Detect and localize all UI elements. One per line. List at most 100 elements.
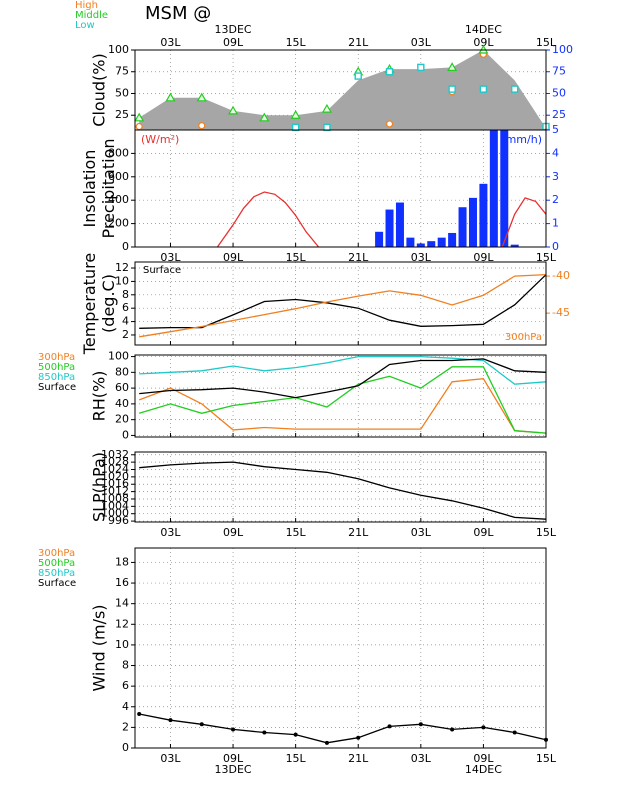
y2-tick-label: 50: [552, 86, 566, 99]
y-tick-label: 8: [122, 659, 129, 672]
y2-tick-label: 2: [552, 193, 559, 206]
y-tick-label: 1016: [101, 477, 129, 490]
series-line: [139, 274, 547, 329]
series-line: [139, 461, 547, 520]
y-tick-label: 10: [115, 638, 129, 651]
x-tick-label: 03L: [411, 526, 432, 539]
high-cloud-point: [135, 122, 143, 131]
series-line: [139, 713, 547, 744]
panel-frame: [134, 547, 547, 749]
legend-label: Low: [75, 20, 95, 31]
precip-bar: [458, 207, 467, 247]
x-tick-label: 09L: [223, 36, 244, 49]
y-tick-label: 2: [122, 720, 129, 733]
y-tick-label: 4: [122, 700, 129, 713]
y2-tick-label: -40: [552, 269, 570, 282]
legend-label: Surface: [38, 382, 76, 393]
point: [293, 732, 298, 737]
series-line: [139, 355, 547, 385]
x-tick-label: 15L: [536, 251, 557, 264]
point: [137, 711, 142, 716]
x-tick-label: 09L: [473, 251, 494, 264]
y-tick-label: 100: [108, 350, 129, 363]
point: [231, 727, 236, 732]
unit-label: (mm/h): [501, 133, 542, 146]
point: [356, 735, 361, 740]
y-tick-label: 1012: [101, 485, 129, 498]
y-axis-title: Wind (m/s): [90, 604, 109, 691]
x-tick-label: 03L: [160, 36, 181, 49]
precip-bar: [385, 209, 394, 247]
y-tick-label: 4: [122, 315, 129, 328]
unit-label: (W/m²): [141, 133, 179, 146]
x-tick-label: 09L: [223, 752, 244, 765]
middle-cloud-point: [321, 103, 332, 113]
panel-frame: [134, 451, 547, 523]
x-tick-label: 03L: [160, 752, 181, 765]
panel-frame: [134, 261, 547, 346]
x-tick-label: 15L: [286, 251, 307, 264]
x-tick-label: 09L: [223, 526, 244, 539]
middle-cloud-point: [165, 92, 176, 102]
point: [481, 725, 486, 730]
y2-tick-label: 75: [552, 65, 566, 78]
precip-bar: [437, 237, 446, 247]
y-tick-label: 14: [115, 597, 129, 610]
y-tick-label: 16: [115, 576, 129, 589]
legend-label: 850hPa: [38, 372, 75, 383]
panel-frame: [134, 129, 547, 248]
precip-bar: [395, 202, 404, 247]
y-tick-label: 80: [115, 365, 129, 378]
precip-bar: [406, 237, 415, 247]
y-tick-label: 1024: [101, 463, 129, 476]
point: [324, 740, 329, 745]
point: [512, 730, 517, 735]
y2-tick-label: 0: [552, 240, 559, 253]
panel-frame: [134, 354, 547, 438]
legend-label: Middle: [75, 10, 108, 21]
y2-tick-label: 3: [552, 170, 559, 183]
precip-bar: [489, 130, 498, 247]
y2-tick-label: -45: [552, 306, 570, 319]
y-tick-label: 1000: [101, 507, 129, 520]
y-tick-label: 1028: [101, 455, 129, 468]
date-label: 14DEC: [465, 763, 502, 776]
y2-tick-label: 25: [552, 108, 566, 121]
y-axis-title: (deg.C): [99, 274, 118, 333]
legend-label: 500hPa: [38, 558, 75, 569]
insolation-line: [216, 191, 547, 248]
point: [199, 722, 204, 727]
y-tick-label: 996: [108, 514, 129, 527]
precip-bar: [448, 232, 457, 247]
date-label: 13DEC: [215, 23, 252, 36]
x-tick-label: 03L: [411, 752, 432, 765]
y-tick-label: 2: [122, 328, 129, 341]
low-cloud-point: [354, 72, 362, 80]
y-tick-label: 25: [115, 108, 129, 121]
y-tick-label: 800: [108, 146, 129, 159]
y-axis-title: Insolation: [80, 150, 99, 228]
high-cloud-point: [198, 122, 206, 130]
x-tick-label: 21L: [348, 36, 369, 49]
date-label: 14DEC: [465, 23, 502, 36]
middle-cloud-point: [290, 110, 301, 119]
x-tick-label: 15L: [286, 36, 307, 49]
y-tick-label: 1004: [101, 499, 129, 512]
y-tick-label: 6: [122, 679, 129, 692]
y-tick-label: 20: [115, 413, 129, 426]
y-tick-label: 18: [115, 555, 129, 568]
y-tick-label: 1020: [101, 470, 129, 483]
low-cloud-point: [511, 85, 519, 93]
y-tick-label: 10: [115, 274, 129, 287]
y-tick-label: 12: [115, 617, 129, 630]
date-label: 13DEC: [215, 763, 252, 776]
y-tick-label: 0: [122, 741, 129, 754]
low-cloud-point: [291, 123, 300, 132]
series-line: [139, 366, 547, 434]
precip-bar: [468, 197, 477, 247]
point: [387, 724, 392, 729]
middle-cloud-point: [228, 105, 239, 115]
y2-tick-label: 1: [552, 217, 559, 230]
x-tick-label: 21L: [348, 752, 369, 765]
y-tick-label: 75: [115, 65, 129, 78]
